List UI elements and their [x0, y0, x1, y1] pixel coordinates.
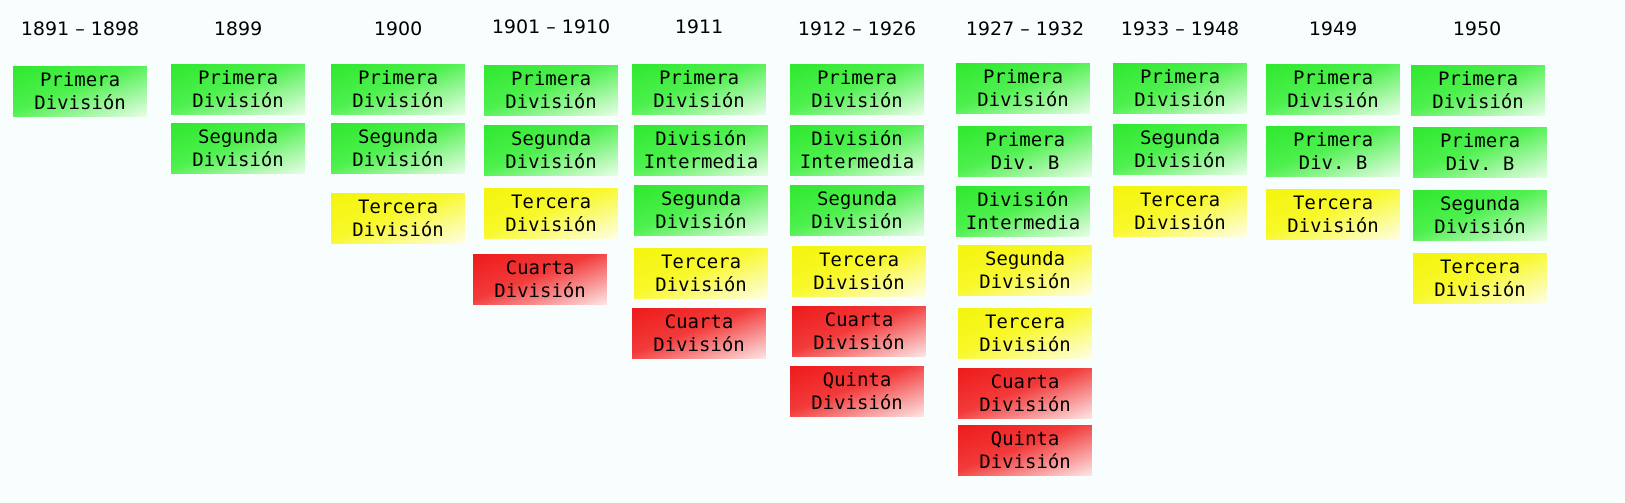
division-box: Tercera División: [1266, 189, 1400, 240]
division-box: Tercera División: [634, 248, 768, 299]
division-box: Primera División: [790, 64, 924, 115]
division-box: Tercera División: [484, 188, 618, 239]
period-label: 1900: [373, 18, 423, 40]
division-box: Segunda División: [331, 123, 465, 174]
period-label: 1899: [213, 18, 263, 40]
period-label: 1933 – 1948: [1120, 18, 1240, 40]
division-box: División Intermedia: [956, 186, 1090, 237]
division-box: Primera División: [1266, 64, 1400, 115]
division-box: Primera Div. B: [1413, 127, 1547, 178]
period-label: 1911: [674, 16, 724, 38]
division-box: Cuarta División: [473, 254, 607, 305]
division-box: Primera División: [956, 63, 1090, 114]
period-column: 1900 Primera División Segunda División T…: [323, 0, 473, 503]
division-box: Segunda División: [958, 245, 1092, 296]
division-box: Segunda División: [790, 185, 924, 236]
division-box: Tercera División: [792, 246, 926, 297]
division-box: Segunda División: [634, 185, 768, 236]
division-box: Primera Div. B: [1266, 126, 1400, 177]
period-column: 1912 – 1926 Primera División División In…: [782, 0, 932, 503]
division-box: Primera División: [13, 66, 147, 117]
division-box: División Intermedia: [634, 125, 768, 176]
division-box: Quinta División: [790, 366, 924, 417]
division-box: División Intermedia: [790, 125, 924, 176]
period-column: 1933 – 1948 Primera División Segunda Div…: [1105, 0, 1255, 503]
division-box: Primera División: [1113, 63, 1247, 114]
division-box: Cuarta División: [958, 368, 1092, 419]
period-column: 1950 Primera División Primera Div. B Seg…: [1402, 0, 1552, 503]
division-box: Segunda División: [484, 125, 618, 176]
division-box: Segunda División: [1413, 190, 1547, 241]
division-box: Tercera División: [1413, 253, 1547, 304]
division-box: Tercera División: [331, 193, 465, 244]
period-column: 1949 Primera División Primera Div. B Ter…: [1258, 0, 1408, 503]
division-box: Primera Div. B: [958, 126, 1092, 177]
division-box: Tercera División: [1113, 186, 1247, 237]
period-label: 1950: [1452, 18, 1502, 40]
period-column: 1927 – 1932 Primera División Primera Div…: [950, 0, 1100, 503]
period-label: 1901 – 1910: [491, 16, 611, 38]
division-box: Segunda División: [1113, 124, 1247, 175]
division-box: Cuarta División: [792, 306, 926, 357]
division-box: Primera División: [632, 64, 766, 115]
period-column: 1901 – 1910 Primera División Segunda Div…: [473, 0, 626, 503]
division-box: Primera División: [1411, 65, 1545, 116]
division-box: Tercera División: [958, 308, 1092, 359]
period-column: 1891 – 1898 Primera División: [5, 0, 155, 503]
period-column: 1899 Primera División Segunda División: [163, 0, 313, 503]
period-label: 1891 – 1898: [20, 18, 140, 40]
period-label: 1949: [1308, 18, 1358, 40]
division-box: Primera División: [331, 64, 465, 115]
division-box: Primera División: [484, 65, 618, 116]
division-box: Primera División: [171, 64, 305, 115]
division-box: Cuarta División: [632, 308, 766, 359]
period-label: 1912 – 1926: [797, 18, 917, 40]
period-column: 1911 Primera División División Intermedi…: [624, 0, 774, 503]
division-box: Segunda División: [171, 123, 305, 174]
period-label: 1927 – 1932: [965, 18, 1085, 40]
division-box: Quinta División: [958, 425, 1092, 476]
